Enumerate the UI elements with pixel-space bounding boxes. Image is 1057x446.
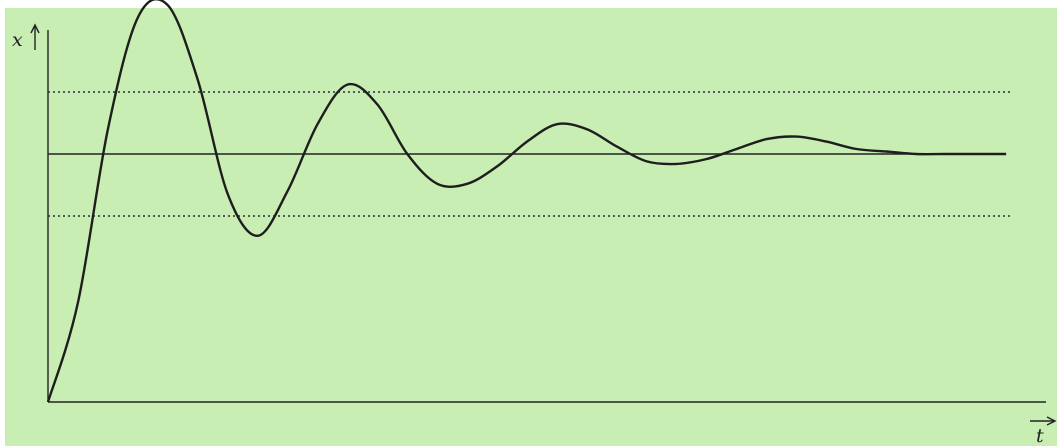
y-axis-label: x — [12, 29, 23, 51]
x-axis-label: t — [1036, 425, 1044, 446]
chart-panel — [5, 8, 1057, 446]
response-curve — [46, 0, 1007, 403]
y-axis-arrowhead — [30, 23, 40, 34]
reference-lines — [48, 91, 1013, 217]
x-axis-arrowhead — [1046, 416, 1057, 426]
